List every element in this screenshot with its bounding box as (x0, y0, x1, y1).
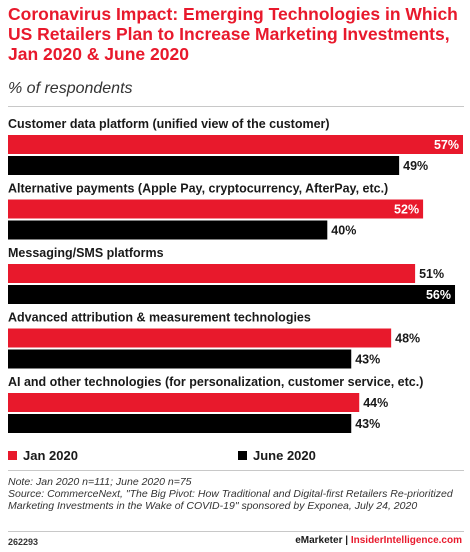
category-label: Alternative payments (Apple Pay, cryptoc… (8, 182, 388, 196)
category-label: AI and other technologies (for personali… (8, 375, 423, 389)
bar-jan (8, 199, 424, 219)
legend-swatch-jan (8, 451, 17, 460)
footer-brand: eMarketer | InsiderIntelligence.com (295, 535, 462, 546)
brand-separator: | (345, 535, 349, 546)
chart-notes: Note: Jan 2020 n=111; June 2020 n=75 Sou… (8, 476, 464, 512)
bar-jan (8, 328, 392, 348)
legend-label-june: June 2020 (253, 448, 316, 463)
bar-june (8, 156, 400, 175)
legend-swatch-june (238, 451, 247, 460)
category-label: Messaging/SMS platforms (8, 246, 164, 260)
bar-june (8, 414, 352, 433)
bar-chart: Customer data platform (unified view of … (8, 117, 463, 433)
brand-insider: InsiderIntelligence.com (350, 535, 462, 546)
data-label: 56% (426, 288, 451, 302)
source-text: Source: CommerceNext, "The Big Pivot: Ho… (8, 488, 453, 512)
category-label: Customer data platform (unified view of … (8, 117, 330, 131)
data-label: 48% (395, 332, 420, 346)
footer-divider (8, 531, 464, 532)
data-label: 57% (434, 138, 459, 152)
data-label: 44% (363, 396, 388, 410)
legend-item-june: June 2020 (238, 448, 316, 463)
bar-jan (8, 264, 416, 283)
brand-emarketer: eMarketer (295, 535, 343, 546)
data-label: 51% (419, 267, 444, 281)
note-text: Note: Jan 2020 n=111; June 2020 n=75 (8, 476, 192, 488)
data-label: 49% (403, 159, 428, 173)
chart-subtitle: % of respondents (8, 80, 133, 97)
data-label: 43% (355, 353, 380, 367)
bar-june (8, 349, 352, 369)
top-divider (8, 106, 464, 107)
notes-divider (8, 470, 464, 471)
data-label: 40% (331, 224, 356, 238)
category-label: Advanced attribution & measurement techn… (8, 311, 311, 325)
chart-id: 262293 (8, 537, 39, 547)
data-label: 52% (394, 203, 419, 217)
bar-jan (8, 393, 360, 412)
chart-title: Coronavirus Impact: Emerging Technologie… (8, 4, 458, 64)
bar-june (8, 220, 328, 240)
data-label: 43% (355, 417, 380, 431)
legend-label-jan: Jan 2020 (23, 448, 78, 463)
bar-june (8, 285, 456, 304)
bar-jan (8, 135, 463, 154)
legend-item-jan: Jan 2020 (8, 448, 78, 463)
